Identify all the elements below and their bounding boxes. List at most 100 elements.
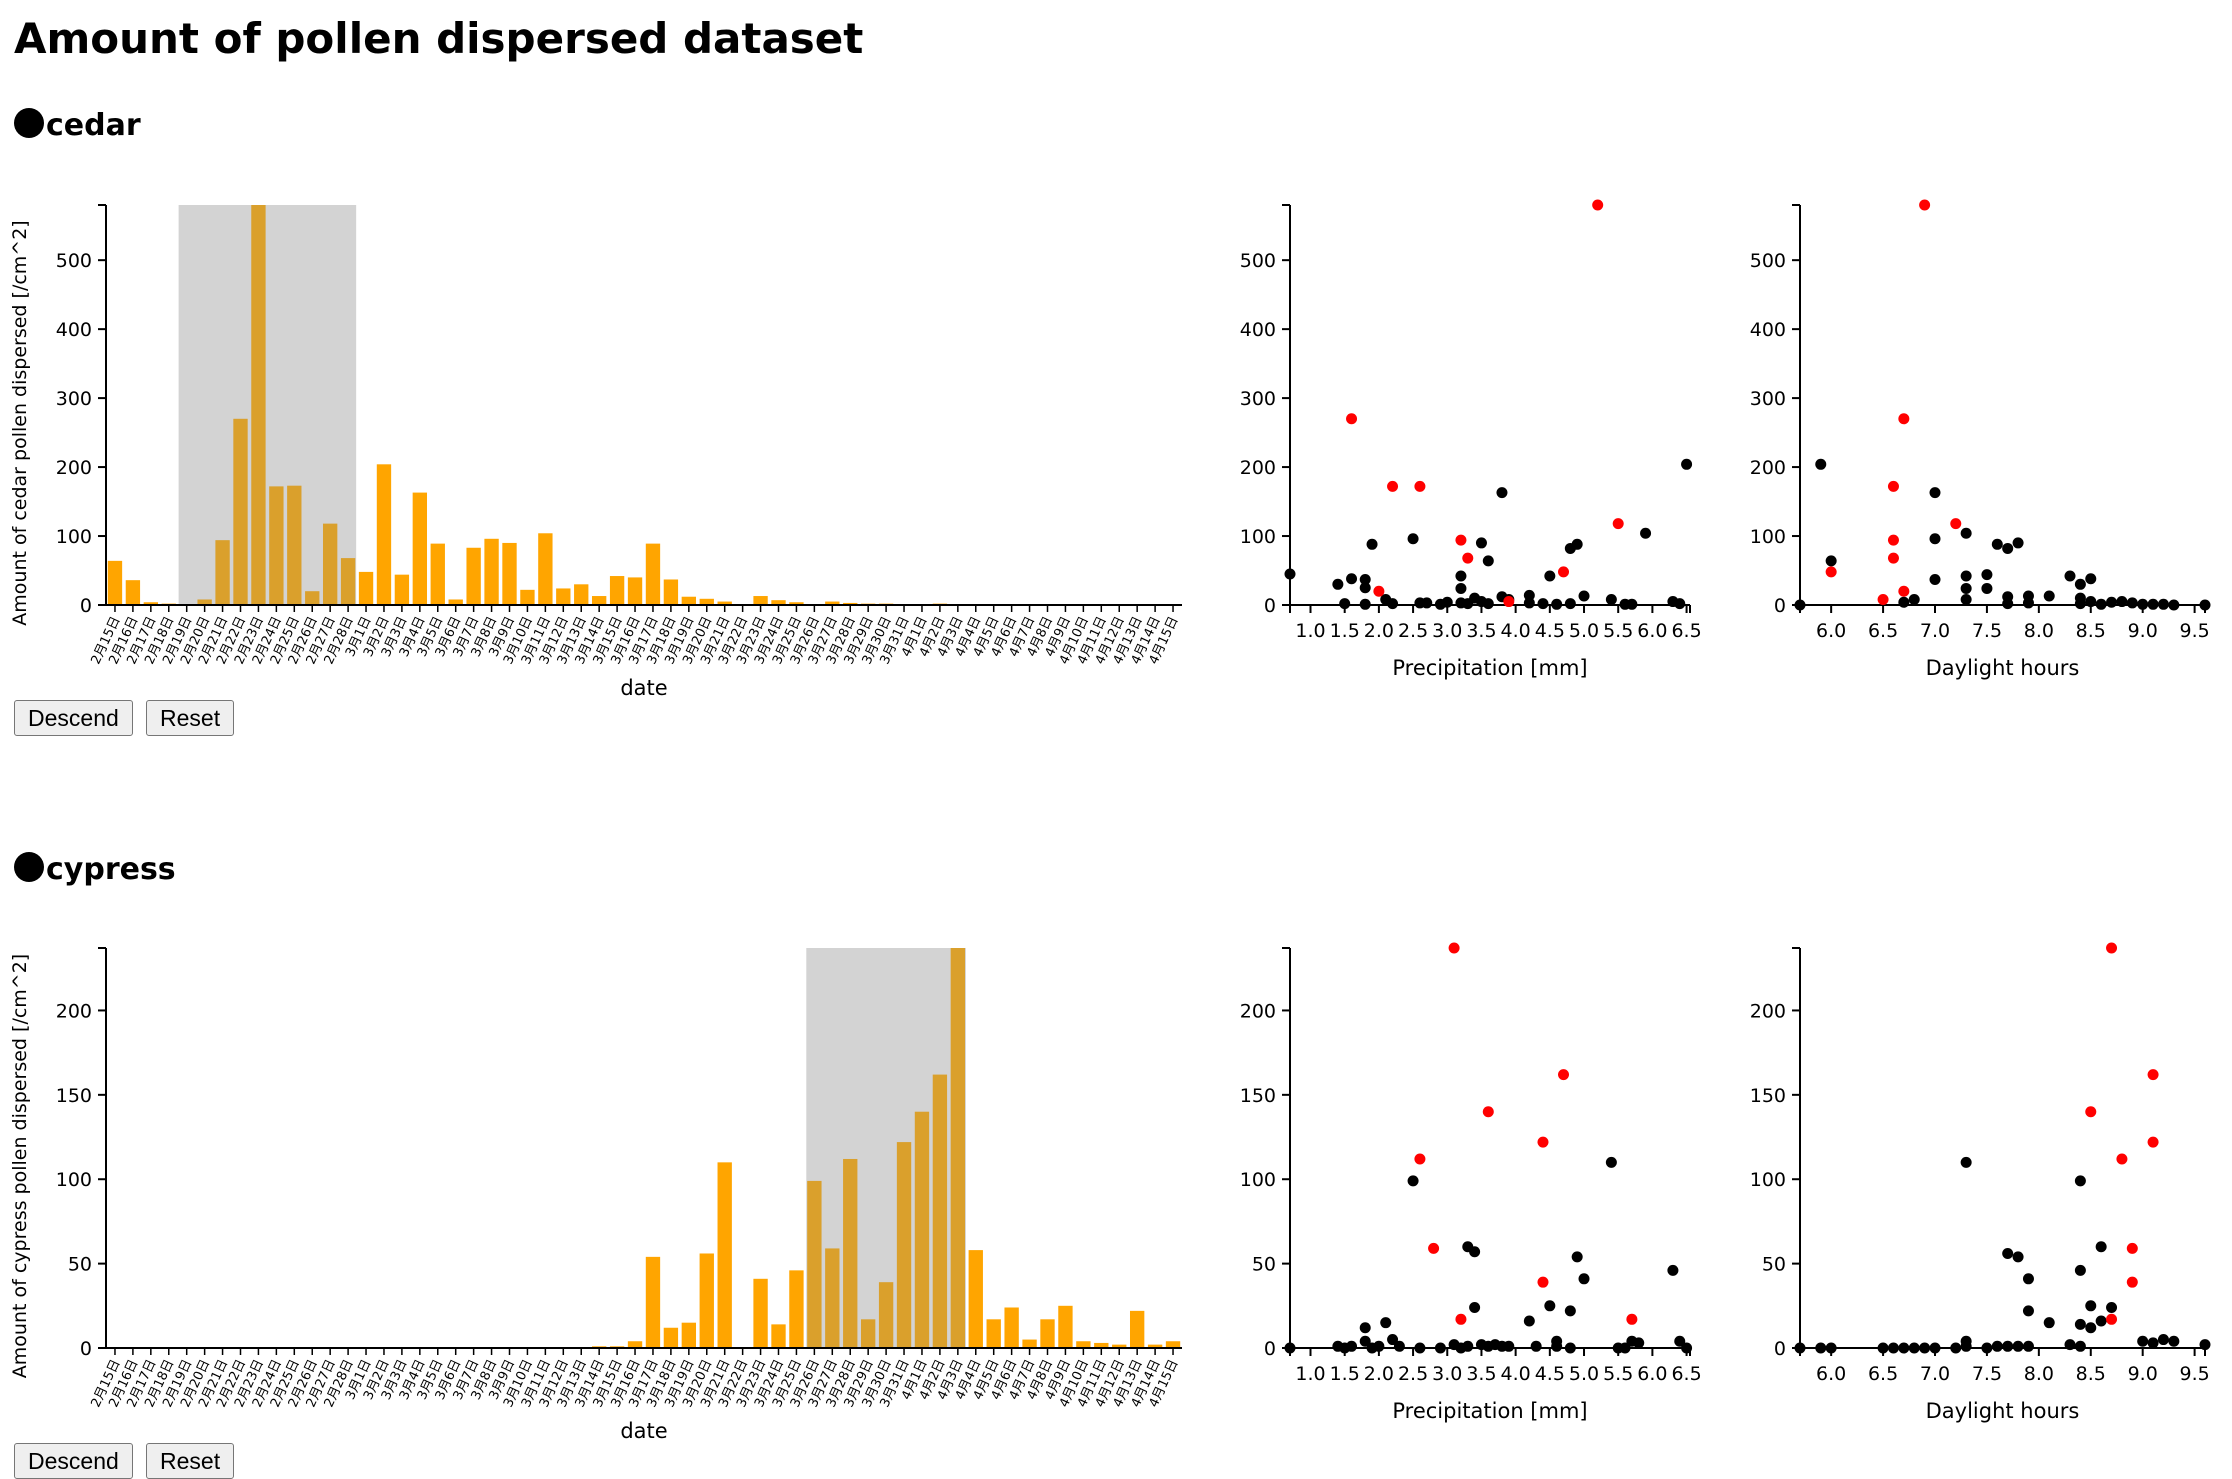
scatter-point bbox=[1482, 555, 1494, 567]
scatter-point bbox=[1960, 527, 1972, 539]
x-tick-label: 3.0 bbox=[1432, 1363, 1462, 1385]
scatter-point bbox=[2168, 1335, 2180, 1347]
x-tick-label: 2.5 bbox=[1398, 620, 1428, 642]
y-tick-label: 50 bbox=[1252, 1254, 1276, 1276]
x-tick-label: 1.0 bbox=[1295, 620, 1325, 642]
scatter-point bbox=[2022, 597, 2034, 609]
bar bbox=[968, 1250, 983, 1348]
section-title-cedar: cedar bbox=[14, 108, 141, 143]
cypress-reset-button[interactable]: Reset bbox=[146, 1443, 235, 1479]
scatter-point bbox=[1564, 1342, 1576, 1354]
x-axis-label: Precipitation [mm] bbox=[1392, 656, 1587, 680]
scatter-point bbox=[1571, 1251, 1583, 1263]
y-tick-label: 200 bbox=[56, 1000, 92, 1022]
bar bbox=[1004, 1307, 1019, 1348]
x-tick-label: 4.5 bbox=[1535, 1363, 1565, 1385]
scatter-point bbox=[1455, 570, 1467, 582]
scatter-point bbox=[2002, 598, 2014, 610]
cypress-descend-button[interactable]: Descend bbox=[14, 1443, 133, 1479]
x-tick-label: 2.5 bbox=[1398, 1363, 1428, 1385]
scatter-point bbox=[1571, 538, 1583, 550]
scatter-point bbox=[1564, 1305, 1576, 1317]
bullet-icon bbox=[14, 108, 44, 138]
scatter-point bbox=[2126, 597, 2138, 609]
page-title: Amount of pollen dispersed dataset bbox=[14, 14, 864, 63]
scatter-point bbox=[1359, 1322, 1371, 1334]
y-tick-label: 100 bbox=[56, 1169, 92, 1191]
bar bbox=[251, 205, 266, 605]
scatter-point bbox=[1284, 1342, 1296, 1354]
cedar-descend-button[interactable]: Descend bbox=[14, 700, 133, 736]
x-tick-label: 1.5 bbox=[1330, 1363, 1360, 1385]
bar bbox=[197, 599, 212, 605]
bar bbox=[1129, 1310, 1145, 1348]
x-tick-label: 9.0 bbox=[2128, 1363, 2158, 1385]
x-tick-label: 5.0 bbox=[1569, 1363, 1599, 1385]
scatter-point bbox=[1981, 1342, 1993, 1354]
scatter-point bbox=[2095, 1315, 2107, 1327]
scatter-point bbox=[1551, 1335, 1563, 1347]
scatter-point bbox=[2074, 1318, 2086, 1330]
scatter-point bbox=[2116, 596, 2128, 608]
x-tick-label: 4.0 bbox=[1501, 620, 1531, 642]
bar bbox=[843, 602, 858, 605]
x-tick-label: 4.0 bbox=[1501, 1363, 1531, 1385]
scatter-point bbox=[2085, 1322, 2097, 1334]
scatter-point bbox=[1640, 527, 1652, 539]
scatter-point bbox=[2147, 1337, 2159, 1349]
y-tick-label: 400 bbox=[1750, 319, 1786, 341]
x-axis-label: Precipitation [mm] bbox=[1392, 1399, 1587, 1423]
scatter-point bbox=[2137, 598, 2149, 610]
scatter-point-selected bbox=[1898, 585, 1910, 597]
bar bbox=[699, 598, 714, 605]
bar bbox=[663, 1327, 679, 1348]
scatter-point bbox=[2106, 596, 2118, 608]
scatter-point-selected bbox=[1612, 518, 1624, 530]
section-name: cypress bbox=[46, 852, 176, 887]
x-tick-label: 7.5 bbox=[1972, 620, 2002, 642]
bar bbox=[143, 602, 159, 605]
bar bbox=[771, 600, 786, 605]
y-tick-label: 150 bbox=[1240, 1085, 1276, 1107]
scatter-point bbox=[1960, 582, 1972, 594]
scatter-point bbox=[1960, 570, 1972, 582]
x-tick-label: 5.5 bbox=[1603, 620, 1633, 642]
x-tick-label: 8.0 bbox=[2024, 1363, 2054, 1385]
scatter-point-selected bbox=[2147, 1069, 2159, 1081]
y-tick-label: 200 bbox=[1750, 1000, 1786, 1022]
scatter-point bbox=[1482, 598, 1494, 610]
x-tick-label: 6.0 bbox=[1637, 1363, 1667, 1385]
scatter-point bbox=[1523, 597, 1535, 609]
bar bbox=[412, 492, 428, 605]
scatter-point-selected bbox=[2126, 1276, 2138, 1288]
scatter-point bbox=[1908, 1342, 1920, 1354]
bar bbox=[322, 523, 338, 605]
scatter-point bbox=[2085, 596, 2097, 608]
scatter-point bbox=[1414, 1342, 1426, 1354]
bar bbox=[466, 547, 481, 605]
y-tick-label: 150 bbox=[56, 1085, 92, 1107]
bar bbox=[376, 464, 392, 605]
scatter-point bbox=[1578, 1273, 1590, 1285]
cedar-reset-button[interactable]: Reset bbox=[146, 700, 235, 736]
x-tick-label: 5.0 bbox=[1569, 620, 1599, 642]
scatter-point bbox=[1633, 1337, 1645, 1349]
scatter-point bbox=[2199, 1339, 2211, 1351]
bar bbox=[825, 1248, 840, 1348]
scatter-point bbox=[1815, 1342, 1827, 1354]
y-tick-label: 200 bbox=[56, 457, 92, 479]
scatter-point bbox=[1475, 537, 1487, 549]
scatter-point bbox=[1825, 555, 1837, 567]
scatter-point bbox=[2043, 590, 2055, 602]
x-tick-label: 5.5 bbox=[1603, 1363, 1633, 1385]
scatter-point-selected bbox=[1455, 1313, 1467, 1325]
bullet-icon bbox=[14, 852, 44, 882]
scatter-point bbox=[1674, 1335, 1686, 1347]
y-tick-label: 300 bbox=[1240, 388, 1276, 410]
scatter-point bbox=[1530, 1340, 1542, 1352]
scatter-point-selected bbox=[2147, 1136, 2159, 1148]
scatter-point bbox=[2002, 1247, 2014, 1259]
